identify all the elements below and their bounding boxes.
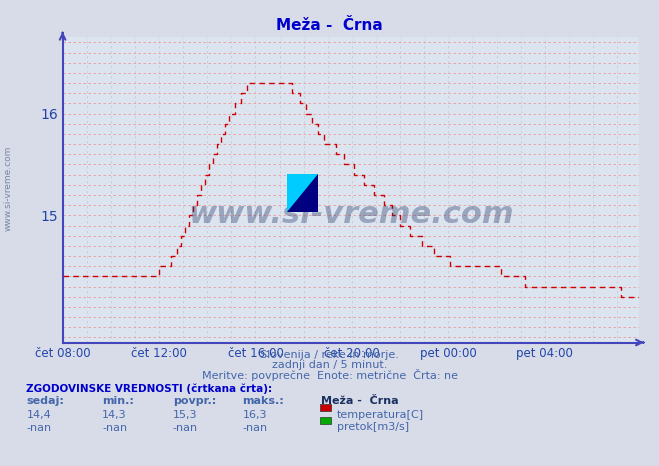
Text: Meža -  Črna: Meža - Črna [276, 18, 383, 33]
Text: temperatura[C]: temperatura[C] [337, 410, 424, 419]
Text: 15,3: 15,3 [173, 410, 197, 420]
Text: 16,3: 16,3 [243, 410, 267, 420]
Text: pretok[m3/s]: pretok[m3/s] [337, 422, 409, 432]
Text: povpr.:: povpr.: [173, 396, 216, 406]
Text: maks.:: maks.: [243, 396, 284, 406]
Text: min.:: min.: [102, 396, 134, 406]
Text: sedaj:: sedaj: [26, 396, 64, 406]
Text: Meža -  Črna: Meža - Črna [321, 396, 399, 406]
Text: www.si-vreme.com: www.si-vreme.com [3, 146, 13, 232]
Text: Slovenija / reke in morje.: Slovenija / reke in morje. [260, 350, 399, 360]
Text: -nan: -nan [102, 423, 127, 432]
Polygon shape [287, 174, 318, 212]
Text: -nan: -nan [173, 423, 198, 432]
Text: 14,3: 14,3 [102, 410, 127, 420]
Text: -nan: -nan [243, 423, 268, 432]
Text: zadnji dan / 5 minut.: zadnji dan / 5 minut. [272, 360, 387, 370]
Text: ZGODOVINSKE VREDNOSTI (črtkana črta):: ZGODOVINSKE VREDNOSTI (črtkana črta): [26, 383, 272, 394]
Text: www.si-vreme.com: www.si-vreme.com [188, 200, 514, 229]
Polygon shape [287, 174, 318, 212]
Text: 14,4: 14,4 [26, 410, 51, 420]
Text: Meritve: povprečne  Enote: metrične  Črta: ne: Meritve: povprečne Enote: metrične Črta:… [202, 369, 457, 381]
Text: -nan: -nan [26, 423, 51, 432]
